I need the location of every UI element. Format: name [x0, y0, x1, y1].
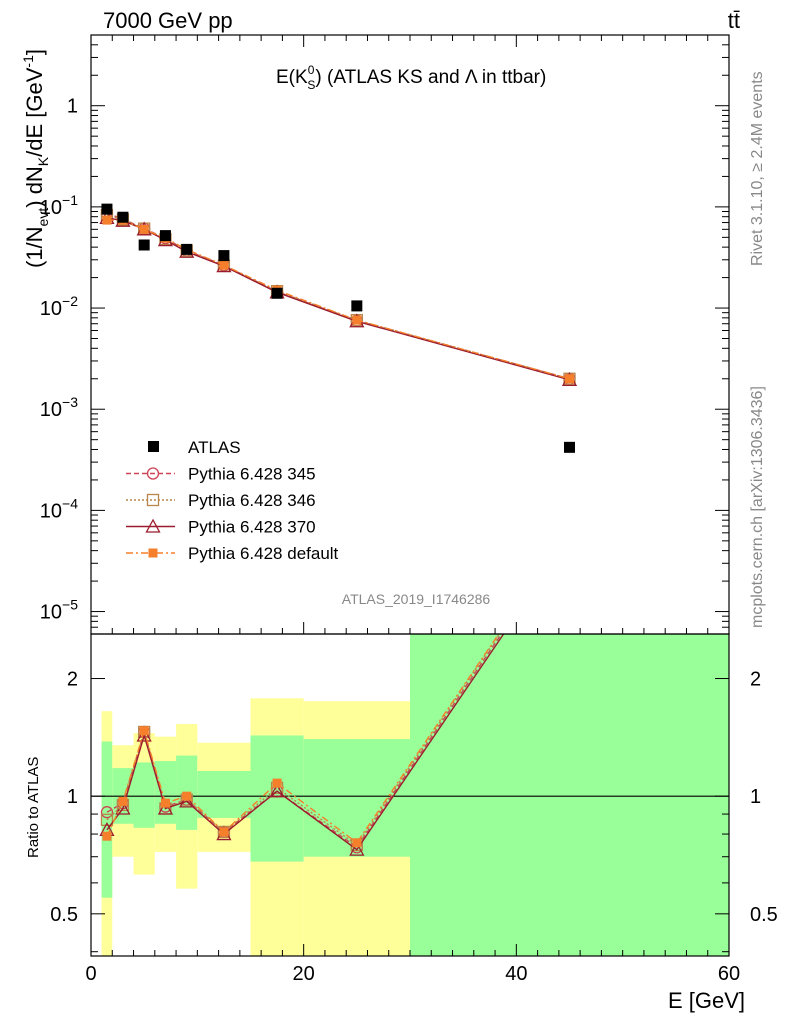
ratio-series-3-point-2 — [139, 726, 149, 736]
main-series-2 — [99, 209, 578, 387]
legend-label-1: Pythia 6.428 346 — [188, 491, 316, 510]
main-series-line-1 — [106, 214, 570, 380]
atlas-point-7 — [351, 300, 363, 312]
atlas-point-3 — [159, 230, 171, 242]
ratio-series-line-3 — [106, 634, 500, 844]
ratio-series-2-point-3 — [157, 800, 174, 815]
ratio-error-bands — [101, 634, 729, 956]
atlas-point-6 — [271, 287, 283, 299]
ratio-series-1-point-0 — [100, 813, 114, 826]
main-panel — [99, 203, 578, 453]
atlas-data — [101, 203, 575, 453]
rivet-label: Rivet 3.1.10, ≥ 2.4M events — [749, 71, 766, 266]
main-series-3-point-8 — [565, 374, 574, 384]
main-ylabel: (1/Nevt) dNK/dE [GeV-1] — [20, 49, 51, 268]
ratio-series-3-point-1 — [118, 796, 128, 806]
legend-label-2: Pythia 6.428 370 — [188, 518, 316, 537]
ratio-series-3-point-0 — [102, 831, 112, 841]
main-ytick-label: 10−5 — [40, 597, 78, 624]
legend-marker-3 — [148, 548, 158, 558]
main-ytick-label: 10−3 — [40, 394, 78, 421]
atlas-point-4 — [181, 243, 193, 255]
x-tick-label: 0 — [85, 963, 96, 985]
x-tick-label: 40 — [505, 963, 527, 985]
ratio-series-3-point-3 — [160, 798, 170, 808]
ratio-ytick-label-right: 1 — [750, 786, 761, 808]
ratio-ylabel: Ratio to ATLAS — [25, 757, 42, 858]
ratio-series-3 — [102, 634, 500, 848]
main-series-3-point-0 — [102, 215, 112, 225]
main-ytick-label: 10−2 — [40, 293, 78, 320]
xlabel: E [GeV] — [668, 988, 745, 1013]
ratio-series-2-point-7 — [349, 841, 365, 856]
main-ytick-label: 10−4 — [40, 495, 78, 522]
main-series-3-point-2 — [139, 224, 149, 234]
analysis-id: ATLAS_2019_I1746286 — [342, 591, 491, 607]
band-green-6 — [250, 735, 304, 862]
ratio-panel — [91, 634, 729, 856]
main-title: E(K0 S) (ATLAS KS and Λ in ttbar) — [276, 63, 546, 92]
legend-marker-1 — [146, 493, 160, 507]
energy-label: 7000 GeV pp — [103, 8, 233, 33]
process-label: tt̄ — [728, 8, 740, 33]
ratio-ytick-label: 1 — [67, 786, 78, 808]
legend-marker-0 — [146, 467, 160, 480]
ratio-ytick-label: 2 — [67, 669, 78, 691]
legend: ATLAS Pythia 6.428 345 Pythia 6.428 346 Pyt… — [126, 438, 339, 563]
main-series-line-2 — [106, 217, 570, 381]
band-green-8 — [410, 634, 729, 956]
main-series-1 — [100, 208, 576, 385]
ratio-series-2-point-6 — [269, 783, 285, 798]
ratio-series-3-point-6 — [272, 778, 282, 788]
main-series-0 — [100, 207, 576, 385]
mcplots-label: mcplots.cern.ch [arXiv:1306.3436] — [749, 386, 766, 628]
ratio-ytick-label: 0.5 — [50, 904, 78, 926]
main-series-line-0 — [106, 212, 570, 380]
ratio-series-3-point-5 — [219, 827, 229, 837]
ratio-series-3-point-7 — [352, 838, 362, 848]
atlas-point-5 — [218, 250, 230, 262]
legend-label-3: Pythia 6.428 default — [188, 544, 339, 563]
main-ytick-label: 10−1 — [40, 192, 78, 219]
atlas-point-0 — [101, 203, 113, 215]
ratio-ytick-label-right: 2 — [750, 669, 761, 691]
atlas-point-2 — [138, 239, 150, 251]
x-tick-label: 20 — [293, 963, 315, 985]
ratio-ytick-label-right: 0.5 — [750, 904, 778, 926]
atlas-point-8 — [564, 441, 575, 453]
frames: 0 20 40 60 1 10−1 10−2 10−3 10−4 10−5 0.5 0.5 1 1 2 2 — [40, 34, 778, 985]
main-series-3 — [102, 215, 574, 384]
ratio-series-0-point-0 — [100, 806, 114, 819]
band-green-5 — [197, 770, 251, 818]
ratio-series-2-point-4 — [179, 793, 195, 808]
main-series-3-point-5 — [219, 260, 229, 270]
legend-atlas-marker — [148, 441, 159, 452]
legend-atlas-label: ATLAS — [188, 438, 241, 457]
legend-label-0: Pythia 6.428 345 — [188, 465, 316, 484]
ratio-series-3-point-4 — [182, 791, 192, 801]
band-green-2 — [133, 762, 155, 828]
atlas-point-1 — [117, 211, 129, 223]
ratio-series-line-2 — [106, 634, 505, 851]
main-series-3-point-7 — [352, 315, 362, 325]
x-tick-label: 60 — [718, 963, 740, 985]
legend-marker-2 — [145, 518, 161, 533]
main-ytick-label: 1 — [67, 96, 78, 118]
